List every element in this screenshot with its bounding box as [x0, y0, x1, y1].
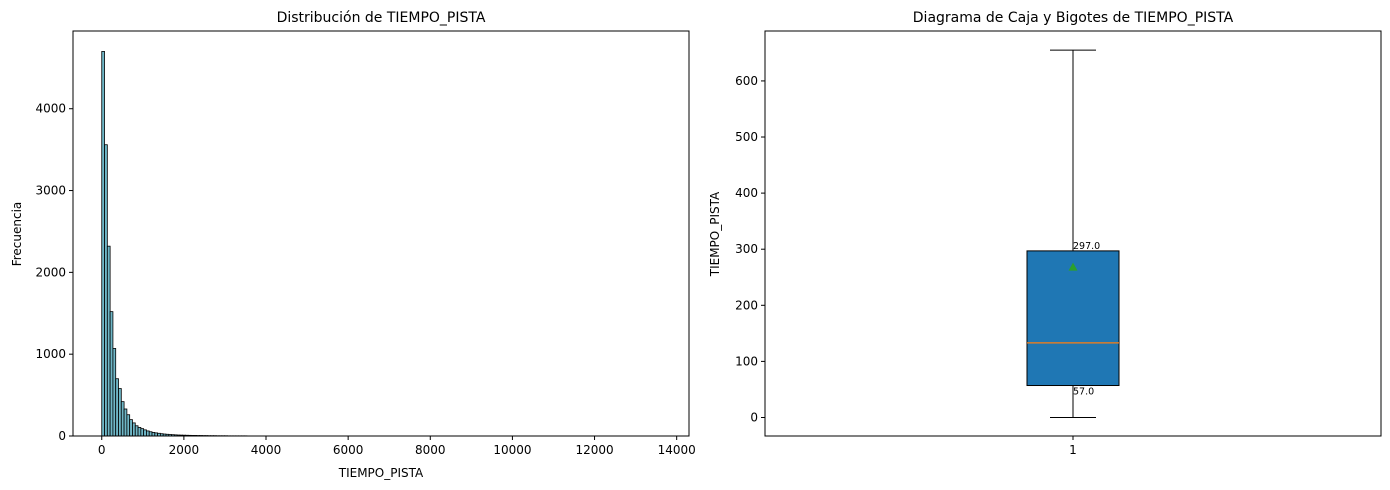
x-tick-label: 10000	[493, 443, 531, 457]
x-tick-label: 0	[98, 443, 106, 457]
y-tick-label: 3000	[35, 184, 66, 198]
boxplot-elements: 297.0 57.0	[1026, 49, 1120, 418]
histogram-bar	[104, 144, 108, 437]
histogram-bar	[132, 422, 136, 437]
histogram-y-label: Frecuencia	[10, 202, 24, 267]
y-tick-label: 400	[735, 186, 758, 200]
boxplot-y-label: TIEMPO_PISTA	[708, 191, 722, 277]
y-tick-label: 100	[735, 354, 758, 368]
y-tick-label: 4000	[35, 102, 66, 116]
q3-annotation: 297.0	[1073, 241, 1100, 252]
boxplot-chart: Diagrama de Caja y Bigotes de TIEMPO_PIS…	[708, 10, 1382, 457]
histogram-bar	[151, 431, 156, 437]
boxplot-title: Diagrama de Caja y Bigotes de TIEMPO_PIS…	[913, 10, 1234, 26]
boxplot-x-ticks: 1	[1069, 436, 1077, 457]
histogram-frame	[72, 30, 690, 437]
boxplot-y-ticks: 0 100 200 300 400 500 600	[735, 74, 765, 424]
histogram-x-label: TIEMPO_PISTA	[338, 466, 424, 480]
histogram-bar	[148, 431, 153, 437]
histogram-bar	[143, 429, 147, 437]
y-tick-label: 600	[735, 74, 758, 88]
y-tick-label: 0	[750, 410, 758, 424]
x-tick-label: 14000	[658, 443, 696, 457]
y-tick-label: 200	[735, 298, 758, 312]
histogram-bar	[137, 427, 142, 437]
x-tick-label: 6000	[333, 443, 364, 457]
y-tick-label: 1000	[35, 347, 66, 361]
x-tick-label: 1	[1069, 443, 1077, 457]
y-tick-label: 500	[735, 130, 758, 144]
mean-marker	[1068, 262, 1078, 271]
histogram-bar	[118, 388, 122, 437]
histogram-x-ticks: 0 2000 4000 6000 8000 10000 12000 14000	[98, 436, 696, 457]
histogram-bar	[115, 378, 119, 437]
x-tick-label: 8000	[415, 443, 446, 457]
histogram-bar	[101, 51, 105, 437]
histogram-bar	[109, 311, 114, 437]
histogram-y-ticks: 0 1000 2000 3000 4000	[35, 102, 73, 443]
histogram-title: Distribución de TIEMPO_PISTA	[277, 10, 486, 26]
x-tick-label: 12000	[575, 443, 613, 457]
box-iqr	[1026, 250, 1120, 387]
histogram-bar	[106, 245, 111, 437]
y-tick-label: 300	[735, 242, 758, 256]
y-tick-label: 0	[58, 429, 66, 443]
histogram-bar	[112, 348, 117, 437]
histogram-bar	[129, 419, 133, 437]
y-tick-label: 2000	[35, 265, 66, 279]
histogram-bar	[120, 401, 125, 437]
x-tick-label: 2000	[169, 443, 200, 457]
histogram-chart: Distribución de TIEMPO_PISTA 0 2000 4000 60…	[10, 10, 696, 480]
x-tick-label: 4000	[251, 443, 282, 457]
q1-annotation: 57.0	[1073, 387, 1094, 398]
histogram-bars	[101, 51, 279, 437]
histogram-bar	[146, 430, 150, 437]
histogram-bar	[123, 408, 128, 437]
histogram-bar	[140, 428, 145, 437]
histogram-bar	[134, 425, 139, 437]
histogram-bar	[126, 414, 131, 437]
